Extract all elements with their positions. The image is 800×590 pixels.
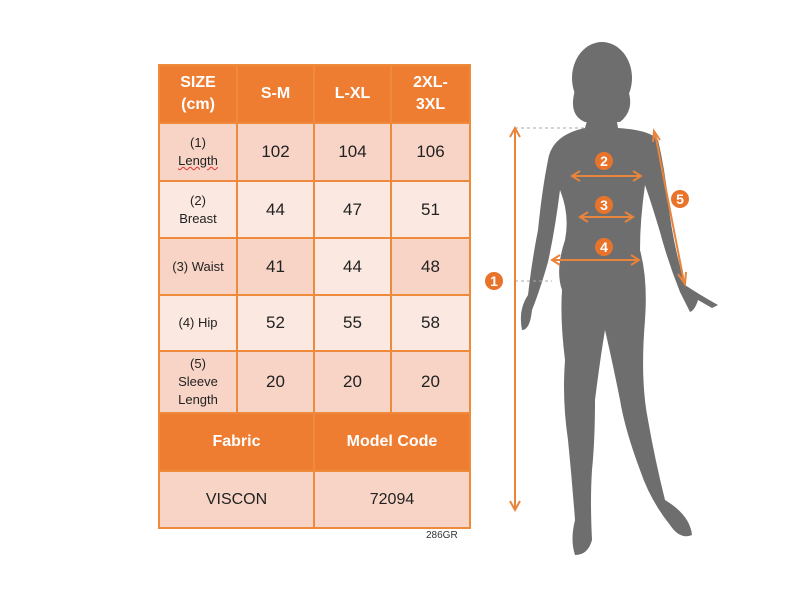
row-label: (3) Waist xyxy=(158,237,238,296)
header-fabric: Fabric xyxy=(158,412,315,472)
cell: 58 xyxy=(390,294,471,352)
header-model-code: Model Code xyxy=(313,412,471,472)
table-row: (2) Breast 44 47 51 xyxy=(158,180,471,239)
row-label: (2) Breast xyxy=(158,180,238,239)
cell: 20 xyxy=(313,350,392,414)
table-row: (4) Hip 52 55 58 xyxy=(158,294,471,352)
header-s-m: S-M xyxy=(236,64,315,124)
marker-5: 5 xyxy=(676,191,684,207)
marker-4: 4 xyxy=(600,239,608,255)
cell: 44 xyxy=(236,180,315,239)
sleeve-arrow xyxy=(654,132,685,283)
marker-2: 2 xyxy=(600,153,608,169)
cell: 20 xyxy=(236,350,315,414)
cell: 106 xyxy=(390,122,471,182)
header-l-xl: L-XL xyxy=(313,64,392,124)
table-row: (5) Sleeve Length 20 20 20 xyxy=(158,350,471,414)
marker-1: 1 xyxy=(490,273,498,289)
row-label: (1) Length xyxy=(158,122,238,182)
product-code: 286GR xyxy=(426,530,458,541)
cell: 102 xyxy=(236,122,315,182)
footer-value-row: VISCON 72094 xyxy=(158,470,471,529)
cell: 44 xyxy=(313,237,392,296)
cell: 48 xyxy=(390,237,471,296)
cell: 52 xyxy=(236,294,315,352)
table-row: (3) Waist 41 44 48 xyxy=(158,237,471,296)
size-table: SIZE (cm) S-M L-XL 2XL- 3XL (1) Length 10… xyxy=(158,64,471,529)
cell: 47 xyxy=(313,180,392,239)
cell: 20 xyxy=(390,350,471,414)
header-2xl-3xl: 2XL- 3XL xyxy=(390,64,471,124)
silhouette-shape xyxy=(520,42,718,555)
cell: 55 xyxy=(313,294,392,352)
cell: 51 xyxy=(390,180,471,239)
measurement-arrows xyxy=(509,125,687,513)
model-code-value: 72094 xyxy=(313,470,471,529)
cell: 41 xyxy=(236,237,315,296)
row-label: (4) Hip xyxy=(158,294,238,352)
header-size: SIZE (cm) xyxy=(158,64,238,124)
footer-header-row: Fabric Model Code xyxy=(158,412,471,472)
measurement-markers: 1 2 3 4 5 xyxy=(485,152,689,290)
cell: 104 xyxy=(313,122,392,182)
marker-3: 3 xyxy=(600,197,608,213)
table-row: (1) Length 102 104 106 xyxy=(158,122,471,182)
fabric-value: VISCON xyxy=(158,470,315,529)
row-label: (5) Sleeve Length xyxy=(158,350,238,414)
table-header-row: SIZE (cm) S-M L-XL 2XL- 3XL xyxy=(158,64,471,124)
